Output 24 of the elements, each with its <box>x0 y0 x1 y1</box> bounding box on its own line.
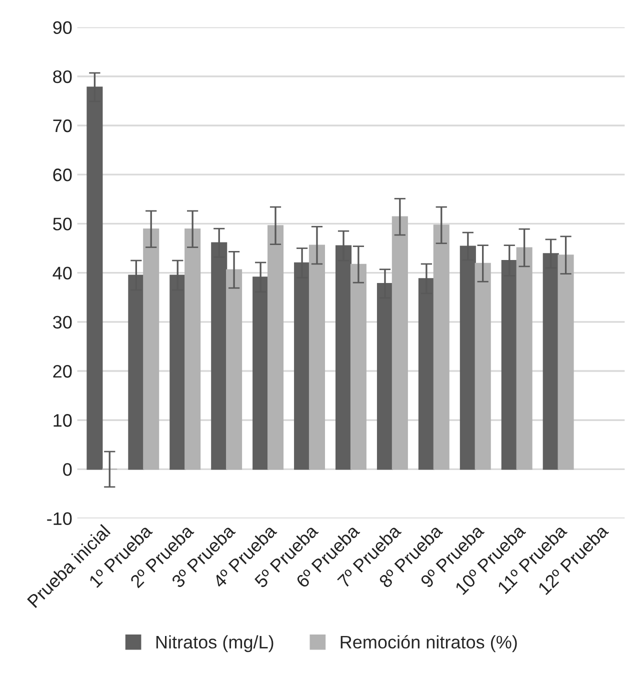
legend-label: Nitratos (mg/L) <box>156 635 274 652</box>
bar <box>267 225 284 470</box>
bar <box>184 228 201 470</box>
y-tick-label: 90 <box>53 21 72 34</box>
y-tick-label: 10 <box>54 414 72 427</box>
bar <box>350 264 366 470</box>
y-tick-label: 40 <box>52 266 72 280</box>
bar <box>516 247 532 470</box>
bar <box>558 254 574 470</box>
y-tick-label: 80 <box>53 70 72 84</box>
bar <box>143 228 160 470</box>
y-tick-label: 70 <box>53 119 72 132</box>
y-tick-label: 50 <box>53 218 72 230</box>
bar <box>392 216 408 470</box>
bar <box>433 224 450 470</box>
y-tick-label: 30 <box>53 316 72 329</box>
bar <box>474 262 491 470</box>
y-tick-label: -10 <box>47 512 72 526</box>
bar <box>226 269 242 470</box>
y-tick-label: 20 <box>53 364 72 378</box>
bar <box>308 244 325 470</box>
y-tick-label: 0 <box>63 463 72 476</box>
y-tick-label: 60 <box>53 168 72 182</box>
legend-label: Remoción nitratos (%) <box>340 635 517 652</box>
